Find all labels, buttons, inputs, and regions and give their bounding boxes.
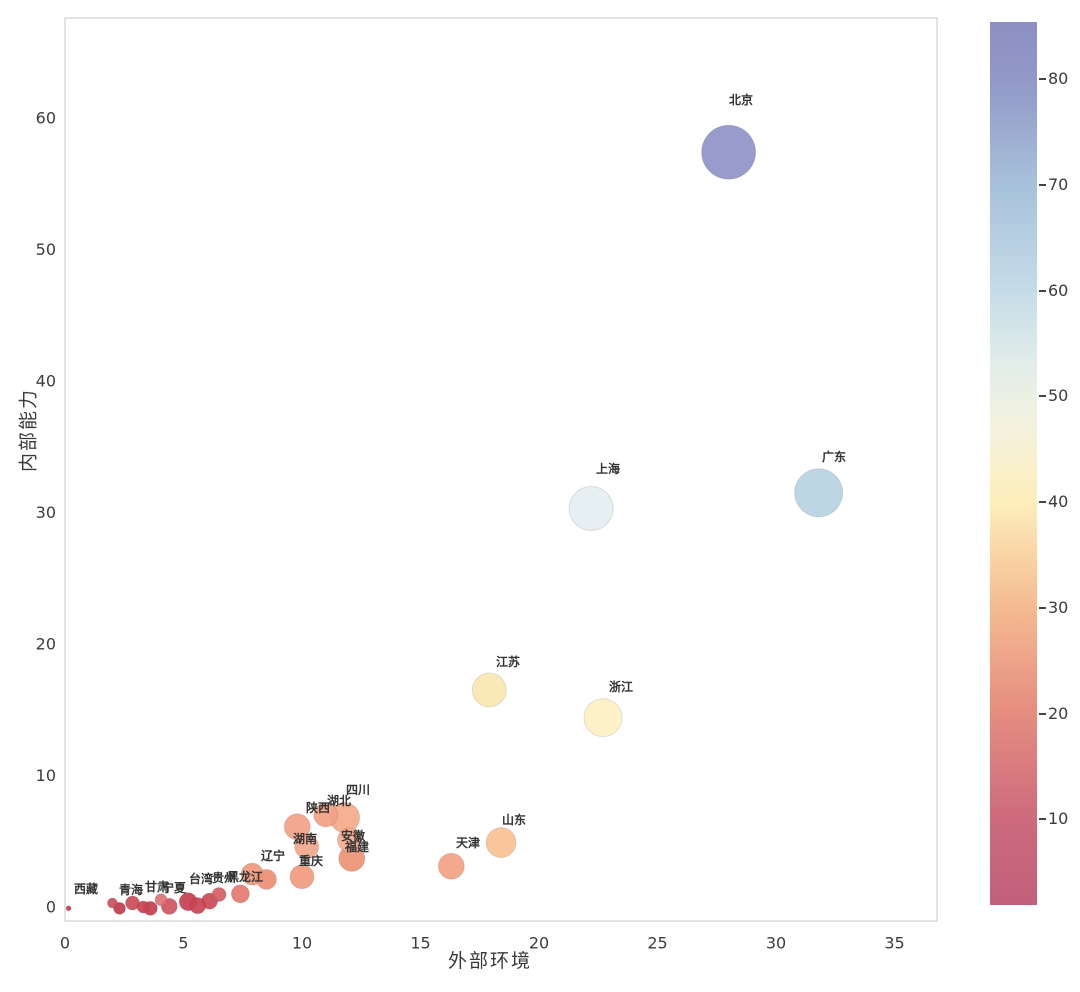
- bubble-label: 辽宁: [261, 848, 285, 863]
- colorbar-tick-mark: [1039, 289, 1046, 292]
- bubble: [189, 897, 207, 915]
- bubble-label: 台湾: [189, 871, 213, 886]
- bubble-label: 福建: [344, 839, 370, 854]
- bubble-label: 安徽: [341, 828, 366, 843]
- x-tick-label: 10: [292, 934, 312, 953]
- y-tick-label: 0: [46, 898, 56, 917]
- bubble-label: 天津: [456, 835, 480, 850]
- y-tick-label: 50: [36, 240, 56, 259]
- x-tick-label: 25: [647, 934, 667, 953]
- y-tick-label: 10: [36, 766, 56, 785]
- bubble: [336, 827, 362, 853]
- colorbar-tick-mark: [1039, 78, 1046, 81]
- colorbar-tick-mark: [1039, 606, 1046, 609]
- x-tick-label: 15: [410, 934, 430, 953]
- bubble: [289, 864, 315, 890]
- colorbar-tick-label: 70: [1048, 174, 1069, 194]
- bubble-label: 贵州: [212, 870, 236, 885]
- bubble-label: 山东: [502, 812, 526, 827]
- bubble: [313, 802, 339, 828]
- y-tick-label: 20: [36, 635, 56, 654]
- bubble: [583, 698, 623, 738]
- colorbar-tick-label: 50: [1048, 386, 1069, 406]
- colorbar-tick-mark: [1039, 395, 1046, 398]
- bubble: [794, 468, 844, 518]
- bubble-label: 陕西: [306, 800, 330, 815]
- bubble-label: 湖南: [293, 831, 317, 846]
- y-tick-label: 30: [36, 503, 56, 522]
- bubble: [136, 900, 150, 914]
- y-axis-title: 内部能力: [17, 387, 40, 473]
- bubble: [568, 486, 614, 532]
- bubble: [230, 884, 250, 904]
- bubble-label: 青海: [119, 882, 143, 897]
- x-tick-label: 30: [766, 934, 786, 953]
- colorbar-tick-label: 10: [1048, 809, 1069, 829]
- x-tick-label: 35: [884, 934, 904, 953]
- bubble: [65, 905, 72, 912]
- colorbar-tick-mark: [1039, 712, 1046, 715]
- x-axis-title: 外部环境: [447, 950, 532, 972]
- bubble-label: 湖北: [327, 793, 351, 808]
- bubble: [437, 852, 465, 880]
- bubble: [701, 124, 757, 180]
- plot-border: [64, 17, 938, 922]
- x-tick-label: 5: [178, 934, 188, 953]
- bubble-label: 四川: [346, 783, 370, 797]
- bubble-label: 江苏: [496, 654, 520, 669]
- bubble-label: 北京: [729, 92, 753, 107]
- bubble-label: 重庆: [299, 853, 323, 868]
- bubble-label: 黑龙江: [227, 869, 263, 884]
- colorbar-tick-mark: [1039, 501, 1046, 504]
- x-tick-label: 0: [60, 934, 70, 953]
- bubble-label: 上海: [596, 461, 620, 476]
- bubble: [106, 897, 118, 909]
- colorbar-tick-mark: [1039, 183, 1046, 186]
- bubble: [485, 827, 517, 859]
- y-tick-label: 60: [36, 109, 56, 128]
- bubble-label: 宁夏: [162, 880, 187, 895]
- y-tick-label: 40: [36, 372, 56, 391]
- colorbar-tick-label: 40: [1048, 492, 1069, 512]
- bubble: [471, 672, 507, 708]
- bubble: [294, 834, 320, 860]
- colorbar-tick-label: 20: [1048, 703, 1069, 723]
- colorbar-tick-label: 80: [1048, 69, 1069, 89]
- bubble-label: 西藏: [74, 881, 98, 896]
- x-tick-label: 20: [529, 934, 549, 953]
- colorbar-tick-label: 30: [1048, 597, 1069, 617]
- bubble-label: 甘肃: [145, 879, 169, 894]
- colorbar-tick-mark: [1039, 818, 1046, 821]
- colorbar-tick-label: 60: [1048, 280, 1069, 300]
- bubble-label: 浙江: [609, 679, 633, 694]
- bubble: [255, 868, 277, 890]
- bubble: [211, 887, 227, 903]
- colorbar-gradient: [990, 22, 1037, 905]
- bubble: [154, 893, 168, 907]
- bubble-label: 广东: [822, 449, 846, 464]
